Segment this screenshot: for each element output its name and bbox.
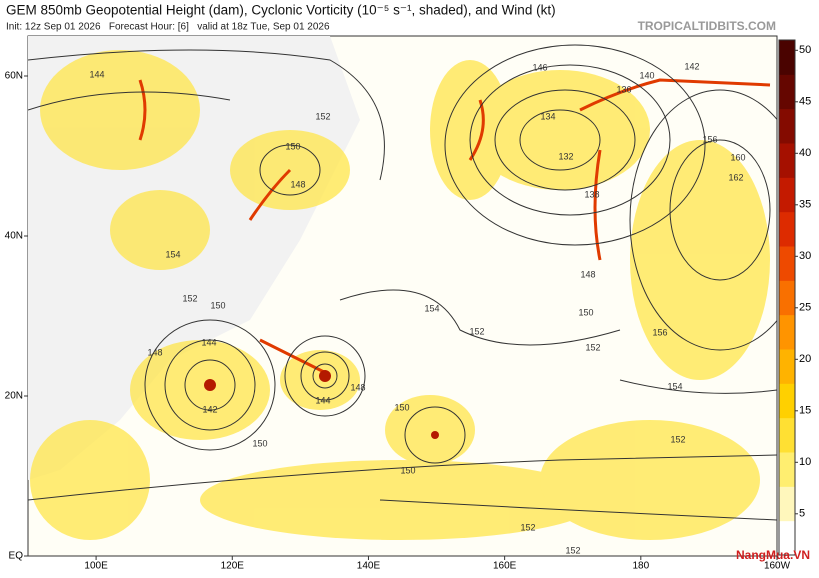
colorbar: 5 10 15 20 25 30 35 40 45 50 <box>778 39 811 556</box>
colorbar-tick-label: 20 <box>799 353 811 365</box>
contour-label: 156 <box>652 327 667 337</box>
colorbar-frame <box>778 39 796 556</box>
colorbar-band <box>779 383 795 419</box>
y-tick-label: 40N <box>5 231 23 242</box>
contour-label: 148 <box>290 179 305 189</box>
contour-label: 150 <box>400 465 415 475</box>
colorbar-band <box>779 177 795 213</box>
x-tick-label: 160E <box>493 561 517 572</box>
contour-label: 162 <box>728 172 743 182</box>
height-contours <box>28 44 777 521</box>
y-tick-label: EQ <box>9 551 24 562</box>
contour-label: 132 <box>558 151 573 161</box>
contour-label: 152 <box>469 326 484 336</box>
contour-label: 154 <box>424 303 439 313</box>
contour-label: 134 <box>540 111 555 121</box>
contour-label: 146 <box>532 62 547 72</box>
contour-label: 150 <box>578 307 593 317</box>
contour-label: 144 <box>201 337 216 347</box>
contour-label: 152 <box>315 111 330 121</box>
cyclone-cores <box>204 370 439 439</box>
contour-label: 136 <box>616 84 631 94</box>
vorticity-patches <box>30 50 770 540</box>
colorbar-band <box>779 280 795 316</box>
y-tick-label: 60N <box>5 71 23 82</box>
contour-label: 154 <box>667 381 682 391</box>
subtitle: Init: 12z Sep 01 2026 Forecast Hour: [6]… <box>6 22 330 33</box>
colorbar-band <box>779 108 795 144</box>
map <box>27 35 778 557</box>
colorbar-tick-label: 25 <box>799 302 811 314</box>
contour-label: 152 <box>670 434 685 444</box>
colorbar-band <box>779 246 795 281</box>
contour-label: 154 <box>165 249 180 259</box>
contour-label: 150 <box>394 402 409 412</box>
colorbar-band <box>779 74 795 110</box>
colorbar-tick-label: 5 <box>799 508 805 520</box>
contour-label: 142 <box>202 404 217 414</box>
colorbar-band <box>779 417 795 453</box>
contour-label: 148 <box>580 269 595 279</box>
colorbar-band <box>779 40 795 75</box>
contour-label: 138 <box>584 189 599 199</box>
site-name: TROPICALTIDBITS.COM <box>638 19 776 33</box>
x-tick-label: 160W <box>764 561 791 572</box>
colorbar-tick-label: 15 <box>799 405 811 417</box>
contour-label: 140 <box>639 70 654 80</box>
colorbar-tick-label: 40 <box>799 147 811 159</box>
watermark: NangMua.VN <box>736 548 810 562</box>
colorbar-band <box>779 452 795 487</box>
colorbar-band <box>779 314 795 350</box>
colorbar-band <box>779 520 795 556</box>
x-tick-label: 140E <box>357 561 381 572</box>
contour-label: 160 <box>730 152 745 162</box>
colorbar-tick-label: 35 <box>799 199 811 211</box>
title: GEM 850mb Geopotential Height (dam), Cyc… <box>6 3 556 18</box>
x-tick-label: 100E <box>84 561 108 572</box>
colorbar-band <box>779 486 795 522</box>
contour-label: 152 <box>585 342 600 352</box>
contour-label: 152 <box>520 522 535 532</box>
colorbar-band <box>779 143 795 178</box>
contour-label: 144 <box>315 395 330 405</box>
shading <box>28 36 777 540</box>
contour-label: 150 <box>285 141 300 151</box>
y-tick-label: 20N <box>5 391 23 402</box>
colorbar-tick-label: 30 <box>799 250 811 262</box>
contour-label: 150 <box>210 300 225 310</box>
contour-label: 144 <box>89 69 104 79</box>
colorbar-tick-label: 50 <box>799 44 811 56</box>
colorbar-tick-label: 10 <box>799 456 811 468</box>
contour-label: 148 <box>147 347 162 357</box>
vorticity-bands <box>138 78 771 377</box>
contour-label: 142 <box>684 61 699 71</box>
colorbar-tick-label: 45 <box>799 96 811 108</box>
x-tick-label: 120E <box>221 561 245 572</box>
contour-label: 152 <box>565 545 580 555</box>
contour-label: 152 <box>182 293 197 303</box>
contour-label: 156 <box>702 134 717 144</box>
colorbar-band <box>779 211 795 247</box>
x-tick-label: 180 <box>632 561 649 572</box>
contour-label: 148 <box>350 382 365 392</box>
contour-label: 150 <box>252 438 267 448</box>
colorbar-band <box>779 349 795 384</box>
